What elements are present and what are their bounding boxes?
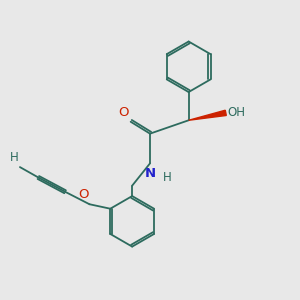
Text: O: O [78, 188, 88, 201]
Text: H: H [10, 151, 18, 164]
Polygon shape [189, 110, 226, 120]
Text: O: O [118, 106, 128, 119]
Text: H: H [163, 171, 171, 184]
Text: N: N [144, 167, 156, 180]
Text: OH: OH [227, 106, 245, 119]
